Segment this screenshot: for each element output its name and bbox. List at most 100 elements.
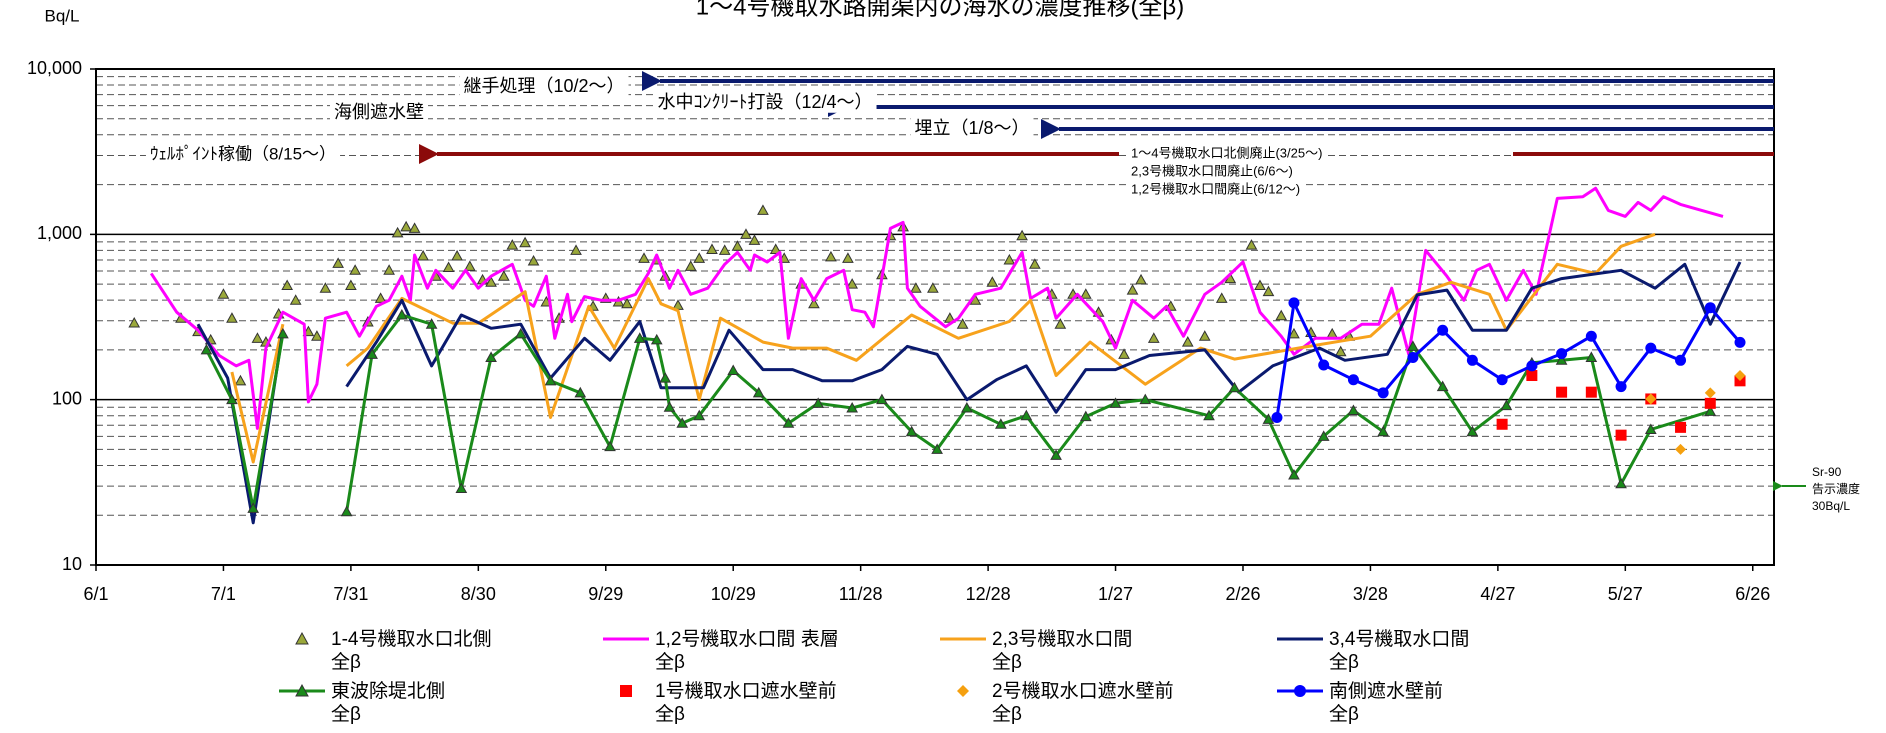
marker — [752, 386, 765, 398]
legend-label: 南側遮水壁前 全β — [1329, 681, 1444, 725]
marker — [1645, 393, 1657, 405]
marker — [1526, 360, 1538, 372]
marker — [1500, 399, 1513, 411]
marker — [757, 204, 769, 215]
marker — [485, 276, 497, 287]
annotation-bg — [330, 100, 428, 123]
legend-label: 2号機取水口遮水壁前 全β — [992, 681, 1174, 725]
marker — [391, 226, 404, 238]
series — [149, 186, 1724, 430]
marker — [374, 292, 387, 303]
series — [200, 309, 1717, 517]
marker — [1109, 397, 1122, 408]
annotation-bg — [459, 74, 629, 97]
marker — [332, 257, 344, 268]
legend-label: 3,4号機取水口間 全β — [1329, 629, 1470, 673]
legend-item: 3,4号機取水口間 全β — [1275, 628, 1469, 674]
marker — [1496, 418, 1508, 430]
marker — [769, 243, 782, 254]
x-tick-label: 10/29 — [711, 584, 756, 604]
marker — [1615, 381, 1627, 393]
legend-item: 1,2号機取水口間 表層 全β — [601, 628, 839, 674]
x-tick-label: 7/1 — [211, 584, 236, 604]
x-tick-label: 2/26 — [1225, 584, 1260, 604]
marker — [1436, 380, 1449, 392]
annotation: 告示濃度 — [1812, 481, 1860, 496]
legend-item: 南側遮水壁前 全β — [1275, 680, 1443, 726]
x-tick-label: 9/29 — [588, 584, 623, 604]
series — [230, 232, 1656, 464]
marker — [1347, 374, 1359, 386]
annotation: 1,2号機取水口間廃止(6/12～) — [1131, 181, 1300, 196]
marker — [1734, 370, 1746, 382]
marker — [340, 505, 353, 517]
marker — [782, 417, 795, 428]
marker — [400, 220, 412, 232]
legend-item: 2,3号機取水口間 全β — [938, 628, 1132, 674]
marker — [604, 440, 616, 452]
marker — [226, 312, 238, 323]
marker — [1245, 239, 1258, 250]
plot-frame — [95, 68, 1775, 566]
marker — [200, 343, 213, 355]
marker — [1079, 288, 1092, 299]
legend-marker — [620, 685, 632, 697]
annotations: 継手処理（10/2～） 水中ｺﾝｸﾘｰﾄ打設（12/4～） 海側遮水壁埋立（1/8～… — [145, 74, 1860, 513]
marker — [1585, 330, 1597, 342]
marker — [638, 252, 650, 263]
x-tick-label: 4/27 — [1480, 584, 1515, 604]
annotation: Sr-90 — [1812, 465, 1842, 479]
marker — [1704, 387, 1716, 399]
marker — [1437, 324, 1449, 336]
series — [1271, 297, 1746, 424]
grid: 10 100 1,000 10,000 6/1 7/1 7/31 8/30 9/29 10/29 1… — [27, 58, 1775, 604]
marker — [693, 252, 706, 263]
marker — [527, 254, 540, 266]
marker — [1704, 397, 1716, 409]
legend-marker — [295, 683, 309, 697]
legend-icon — [957, 685, 969, 697]
marker — [994, 418, 1007, 429]
marker — [621, 297, 633, 309]
legend-icon — [1277, 637, 1323, 641]
marker — [1645, 342, 1657, 354]
annotation-bg — [1127, 180, 1305, 198]
legend-label: 1号機取水口遮水壁前 全β — [655, 681, 837, 725]
marker — [1555, 354, 1568, 365]
legend-marker — [957, 685, 969, 697]
marker — [1050, 449, 1062, 460]
marker — [506, 239, 519, 250]
marker — [217, 288, 230, 299]
marker — [226, 393, 238, 405]
marker — [706, 243, 718, 254]
x-tick-label: 12/28 — [966, 584, 1011, 604]
marker — [1704, 405, 1717, 416]
marker — [1262, 285, 1275, 297]
marker — [1288, 469, 1300, 480]
marker — [931, 443, 943, 454]
legend-item: 2号機取水口遮水壁前 全β — [938, 680, 1174, 726]
marker — [1262, 413, 1275, 424]
annotation-bg — [145, 143, 341, 165]
marker — [846, 278, 859, 289]
series-line — [230, 232, 1656, 464]
legend-icon — [295, 631, 309, 645]
marker — [289, 294, 302, 305]
y-axis-label: Bq/L — [45, 6, 80, 25]
marker — [463, 260, 476, 271]
marker — [319, 282, 332, 293]
legend-item: 東波除堤北側 全β — [277, 680, 445, 726]
legend-label: 東波除堤北側 全β — [331, 681, 446, 725]
marker — [1203, 409, 1215, 421]
y-tick-label: 1,000 — [37, 223, 82, 243]
marker — [1675, 354, 1687, 366]
legend-icon — [603, 637, 649, 641]
annotation-bg — [1127, 144, 1327, 162]
marker — [251, 332, 264, 343]
marker — [425, 318, 438, 329]
marker — [544, 374, 557, 386]
marker — [1347, 404, 1360, 415]
marker — [277, 327, 289, 339]
marker — [876, 393, 888, 405]
marker — [234, 374, 247, 386]
